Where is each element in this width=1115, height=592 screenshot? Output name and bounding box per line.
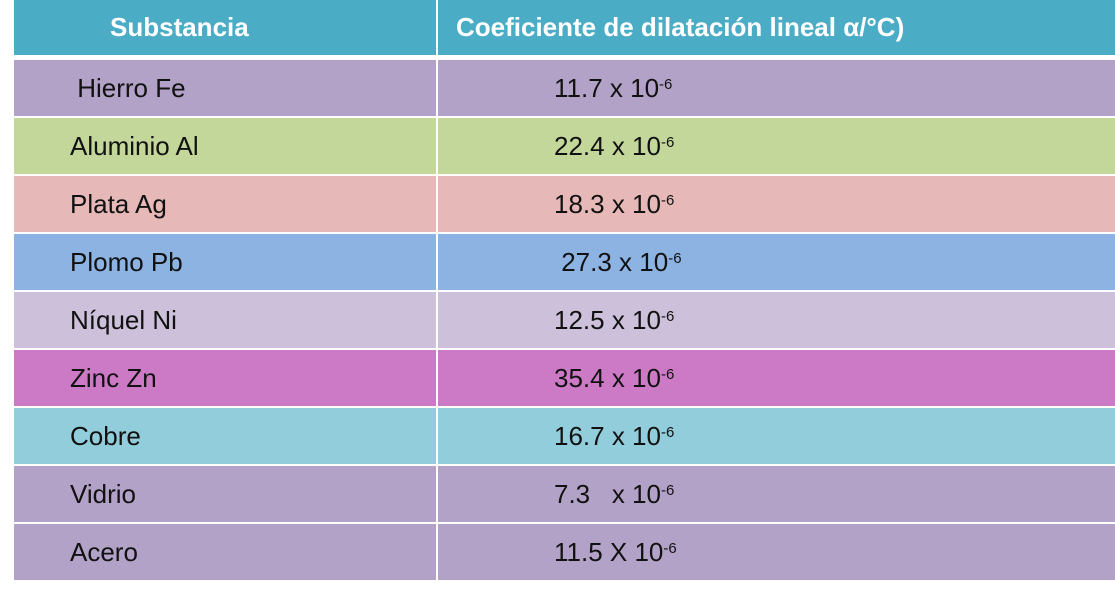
- substance-cell: Hierro Fe: [14, 60, 438, 116]
- substance-cell: Acero: [14, 524, 438, 580]
- substance-cell: Plomo Pb: [14, 234, 438, 290]
- substance-cell: Vidrio: [14, 466, 438, 522]
- table-header-row: Substancia Coeficiente de dilatación lin…: [14, 0, 1115, 55]
- coefficient-value: 11.5 X 10: [554, 536, 664, 567]
- table-row: Plata Ag 18.3 x 10 -6: [14, 176, 1115, 232]
- coefficient-value: 22.4 x 10: [554, 130, 661, 161]
- substance-cell: Plata Ag: [14, 176, 438, 232]
- substance-cell: Zinc Zn: [14, 350, 438, 406]
- coefficient-cell: 11.7 x 10 -6: [554, 72, 673, 103]
- coefficient-cell: 16.7 x 10 -6: [554, 420, 675, 451]
- coefficient-value: 16.7 x 10: [554, 420, 661, 451]
- coefficient-value: 11.7 x 10: [554, 72, 660, 103]
- coefficient-value: 35.4 x 10: [554, 362, 661, 393]
- coefficient-value: 27.3 x 10: [554, 246, 669, 277]
- coefficient-cell: 12.5 x 10 -6: [554, 304, 675, 335]
- header-substance: Substancia: [14, 0, 438, 55]
- expansion-coefficient-table: Substancia Coeficiente de dilatación lin…: [14, 0, 1115, 582]
- table-row: Vidrio 7.3 x 10 -6: [14, 466, 1115, 522]
- table-row: Plomo Pb 27.3 x 10 -6: [14, 234, 1115, 290]
- table-row: Acero 11.5 X 10 -6: [14, 524, 1115, 580]
- coefficient-value: 12.5 x 10: [554, 304, 661, 335]
- coefficient-cell: 35.4 x 10 -6: [554, 362, 675, 393]
- coefficient-cell: 22.4 x 10 -6: [554, 130, 675, 161]
- coefficient-cell: 18.3 x 10 -6: [554, 188, 675, 219]
- header-coefficient: Coeficiente de dilatación lineal α/°C): [456, 12, 905, 42]
- table-row: Hierro Fe 11.7 x 10 -6: [14, 60, 1115, 116]
- substance-cell: Aluminio Al: [14, 118, 438, 174]
- coefficient-value: 18.3 x 10: [554, 188, 661, 219]
- table-row: Zinc Zn 35.4 x 10 -6: [14, 350, 1115, 406]
- table-row: Cobre 16.7 x 10 -6: [14, 408, 1115, 464]
- coefficient-cell: 27.3 x 10 -6: [554, 246, 682, 277]
- table-row: Aluminio Al 22.4 x 10 -6: [14, 118, 1115, 174]
- substance-cell: Níquel Ni: [14, 292, 438, 348]
- table-row: Níquel Ni 12.5 x 10 -6: [14, 292, 1115, 348]
- substance-cell: Cobre: [14, 408, 438, 464]
- coefficient-cell: 11.5 X 10 -6: [554, 536, 677, 567]
- coefficient-value: 7.3 x 10: [554, 478, 661, 509]
- coefficient-cell: 7.3 x 10 -6: [554, 478, 675, 509]
